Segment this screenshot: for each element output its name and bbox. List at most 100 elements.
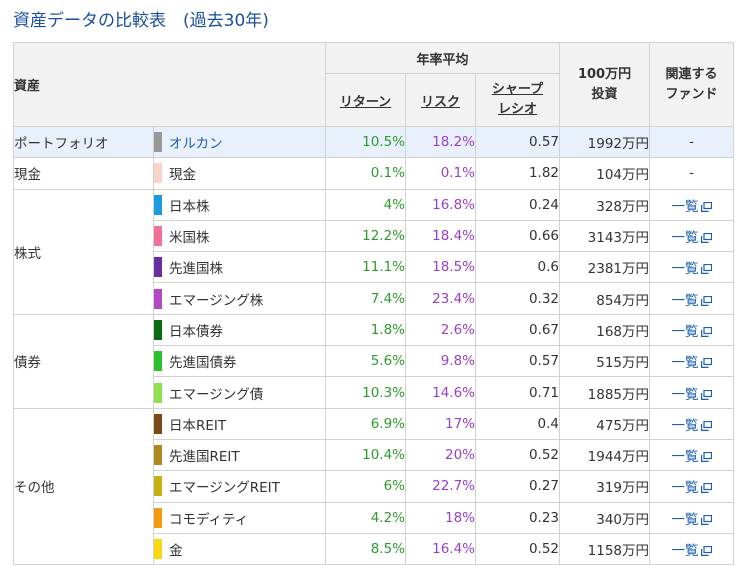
- asset-name: エマージングREIT: [169, 480, 280, 497]
- return-value: 4%: [325, 188, 407, 221]
- table-row: エマージング株 7.4% 23.4% 0.32 854万円 一覧: [14, 282, 735, 315]
- fund-none: -: [649, 157, 735, 190]
- header-invest-line1: 100万円: [577, 66, 632, 82]
- sharpe-line2: レシオ: [498, 102, 538, 117]
- sort-return-link[interactable]: リターン: [339, 94, 392, 110]
- fund-cell: 一覧: [649, 438, 735, 472]
- invest-value: 168万円: [559, 313, 651, 347]
- fund-list-link[interactable]: 一覧: [672, 261, 712, 277]
- fund-cell: 一覧: [649, 219, 735, 253]
- return-value: 11.1%: [325, 251, 407, 284]
- fund-list-link[interactable]: 一覧: [672, 480, 712, 496]
- table-row: その他 日本REIT 6.9% 17% 0.4 475万円 一覧: [13, 407, 735, 566]
- return-value: 10.5%: [325, 125, 407, 159]
- risk-value: 17%: [405, 407, 477, 440]
- asset-name-link[interactable]: オルカン: [169, 136, 223, 153]
- group-label: 株式: [13, 188, 154, 315]
- invest-value: 1158万円: [559, 532, 651, 566]
- sort-sharpe-link[interactable]: シャープ レシオ: [492, 80, 543, 120]
- table-row: 先進国株 11.1% 18.5% 0.6 2381万円 一覧: [14, 251, 735, 284]
- fund-none: -: [649, 125, 735, 159]
- fund-list-link[interactable]: 一覧: [672, 512, 712, 528]
- sharpe-value: 0.57: [475, 345, 561, 378]
- sharpe-value: 0.67: [475, 313, 561, 347]
- return-value: 4.2%: [325, 501, 407, 534]
- fund-list-link[interactable]: 一覧: [672, 293, 712, 309]
- fund-list-link[interactable]: 一覧: [672, 230, 712, 246]
- table-row: エマージング債 10.3% 14.6% 0.71 1885万円 一覧: [14, 376, 735, 409]
- fund-list-label: 一覧: [671, 480, 699, 497]
- header-risk: リスク: [405, 73, 477, 127]
- asset-name: 先進国REIT: [169, 449, 240, 466]
- header-fund: 関連する ファンド: [649, 42, 735, 127]
- fund-cell: 一覧: [649, 532, 735, 566]
- external-link-icon: [699, 261, 712, 277]
- group-label: ポートフォリオ: [13, 125, 154, 159]
- risk-value: 18%: [405, 501, 477, 534]
- risk-value: 16.8%: [405, 188, 477, 221]
- invest-value: 3143万円: [559, 219, 651, 253]
- asset-cell: 先進国株: [152, 251, 327, 284]
- asset-name: 日本債券: [169, 323, 223, 340]
- sharpe-value: 0.57: [475, 125, 561, 159]
- risk-value: 22.7%: [405, 470, 477, 503]
- risk-value: 2.6%: [405, 313, 477, 347]
- asset-color-swatch: [154, 476, 162, 497]
- table-row: 米国株 12.2% 18.4% 0.66 3143万円 一覧: [14, 219, 735, 253]
- asset-cell: 日本REIT: [152, 407, 327, 440]
- fund-list-label: 一覧: [671, 449, 699, 466]
- fund-list-label: 一覧: [671, 386, 699, 403]
- asset-color-swatch: [154, 445, 162, 466]
- fund-list-link[interactable]: 一覧: [672, 543, 712, 559]
- asset-cell: 日本株: [152, 188, 327, 221]
- fund-list-link[interactable]: 一覧: [672, 324, 712, 340]
- asset-cell: オルカン: [152, 125, 327, 159]
- return-value: 10.4%: [325, 438, 407, 472]
- return-value: 12.2%: [325, 219, 407, 253]
- invest-value: 104万円: [559, 157, 651, 190]
- asset-color-swatch: [154, 226, 162, 247]
- asset-color-swatch: [154, 257, 162, 278]
- asset-color-swatch: [154, 163, 162, 184]
- asset-cell: 現金: [152, 157, 327, 190]
- fund-list-link[interactable]: 一覧: [672, 418, 712, 434]
- header-annual-average: 年率平均: [325, 42, 561, 74]
- return-value: 6.9%: [325, 407, 407, 440]
- return-value: 1.8%: [325, 313, 407, 347]
- invest-value: 1992万円: [559, 125, 651, 159]
- comparison-table: 資産 年率平均 100万円 投資 関連する ファンド リターン リスク シャープ…: [12, 42, 735, 566]
- group-label: 現金: [13, 157, 154, 190]
- fund-cell: 一覧: [649, 313, 735, 347]
- asset-cell: エマージング株: [152, 282, 327, 315]
- risk-value: 18.5%: [405, 251, 477, 284]
- sharpe-value: 0.27: [475, 470, 561, 503]
- sort-risk-link[interactable]: リスク: [421, 94, 461, 110]
- header-asset: 資産: [12, 42, 327, 127]
- sharpe-line1: シャープ: [491, 82, 544, 97]
- asset-cell: 日本債券: [152, 313, 327, 347]
- sharpe-value: 0.32: [475, 282, 561, 315]
- invest-value: 475万円: [559, 407, 651, 440]
- fund-list-link[interactable]: 一覧: [672, 449, 712, 465]
- sharpe-value: 0.52: [475, 532, 561, 566]
- risk-value: 16.4%: [405, 532, 477, 566]
- asset-cell: コモディティ: [152, 501, 327, 534]
- fund-cell: 一覧: [649, 501, 735, 534]
- table-row: 金 8.5% 16.4% 0.52 1158万円 一覧: [14, 532, 735, 566]
- header-invest: 100万円 投資: [559, 42, 651, 127]
- header-sharpe: シャープ レシオ: [475, 73, 561, 127]
- risk-value: 18.2%: [405, 125, 477, 159]
- asset-name: 先進国債券: [169, 355, 237, 372]
- fund-list-link[interactable]: 一覧: [672, 355, 712, 371]
- table-row: 現金 現金 0.1% 0.1% 1.82 104万円 -: [13, 157, 735, 190]
- return-value: 10.3%: [325, 376, 407, 409]
- fund-list-link[interactable]: 一覧: [672, 199, 712, 215]
- fund-list-label: 一覧: [671, 198, 699, 215]
- external-link-icon: [699, 324, 712, 340]
- external-link-icon: [699, 230, 712, 246]
- external-link-icon: [699, 355, 712, 371]
- fund-list-link[interactable]: 一覧: [672, 387, 712, 403]
- return-value: 8.5%: [325, 532, 407, 566]
- asset-color-swatch: [154, 319, 162, 340]
- risk-value: 18.4%: [405, 219, 477, 253]
